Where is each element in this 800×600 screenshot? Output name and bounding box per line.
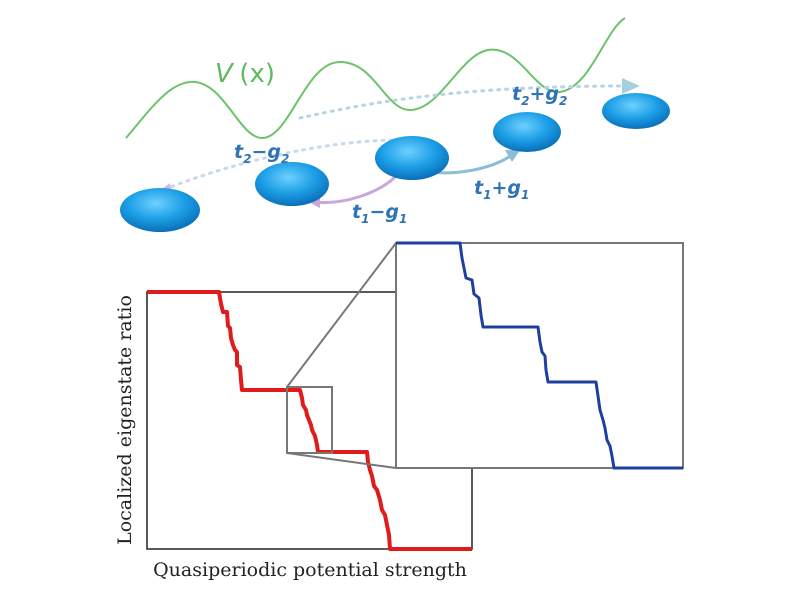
x-axis-label: Quasiperiodic potential strength — [153, 559, 467, 581]
label-t2-plus-g2: t2+g2 — [512, 83, 567, 108]
hopping-arrow-t1-minus-g1 — [314, 171, 402, 205]
hopping-arrowhead-t1-plus-g1 — [505, 150, 520, 162]
lattice-site-4 — [493, 112, 561, 152]
label-t1-plus-g1: t1+g1 — [474, 177, 529, 202]
zoom-connector-bottom — [286, 452, 397, 469]
svg-text:V (x): V (x) — [215, 59, 275, 89]
potential-curve — [125, 17, 626, 140]
zoom-staircase-curve — [396, 241, 683, 470]
lattice-site-3 — [375, 136, 449, 180]
label-t1-minus-g1: t1−g1 — [352, 201, 407, 226]
hopping-arrow-t2-plus-g2 — [298, 84, 627, 120]
hopping-arrow-t2-minus-g2 — [166, 138, 402, 190]
y-axis-label: Localized eigenstate ratio — [114, 295, 136, 545]
label-t2-minus-g2: t2−g2 — [234, 141, 289, 166]
lattice-site-5 — [602, 93, 670, 129]
potential-name: V — [215, 59, 235, 89]
zoom-inset-frame — [395, 242, 684, 469]
lattice-site-1 — [120, 188, 200, 232]
potential-arg: (x) — [239, 59, 275, 89]
hopping-arrowhead-t2-plus-g2 — [622, 78, 640, 94]
main-staircase-curve — [147, 290, 472, 551]
zoom-selection-box — [286, 386, 333, 454]
zoom-connector-top — [286, 242, 397, 388]
lattice-site-2 — [255, 162, 329, 206]
